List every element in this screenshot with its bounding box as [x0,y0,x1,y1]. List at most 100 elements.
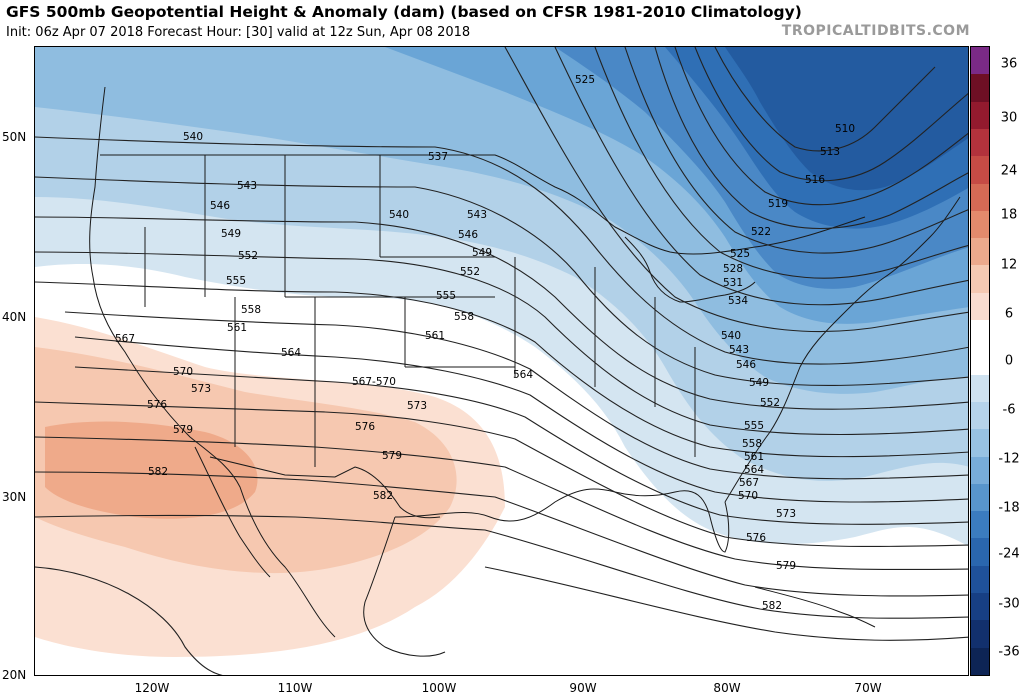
lon-label-120w: 120W [134,681,170,695]
contour-label: 576 [147,399,167,411]
colorbar-swatch [971,47,989,75]
lon-label-90w: 90W [569,681,597,695]
contour-label: 540 [183,131,203,143]
atlantic-coastline [724,196,961,503]
colorbar-swatch [971,401,989,430]
contour-label: 513 [820,146,840,158]
contour-label: 567-570 [352,376,396,388]
colorbar-swatch [971,238,989,266]
colorbar-swatch [971,156,989,184]
contour-label: 582 [148,466,168,478]
colorbar-swatch [971,593,989,621]
contour-label: 519 [768,198,788,210]
map-svg: 525 510 513 516 519 522 525 528 531 534 … [35,47,968,675]
colorbar-swatch [971,456,989,485]
lon-label-100w: 100W [421,681,457,695]
colorbar-tick: 12 [1000,257,1018,273]
contour-label: 573 [191,383,211,395]
contour-label: 552 [760,397,780,409]
colorbar-swatch [971,292,989,321]
contour-label: 582 [762,600,782,612]
contour-label: 516 [805,174,825,186]
contour-label: 570 [173,366,193,378]
map-panel: 525 510 513 516 519 522 525 528 531 534 … [34,46,969,676]
lon-label-80w: 80W [713,681,741,695]
contour-label: 558 [241,304,261,316]
contour-label: 543 [237,180,257,192]
lat-label-50n: 50N [2,130,27,144]
contour-label: 579 [173,424,193,436]
colorbar-swatch [971,483,989,512]
contour-label: 549 [472,247,492,259]
contour-label: 531 [723,277,743,289]
colorbar-tick: 36 [1000,56,1018,72]
contour-label: 576 [355,421,375,433]
cuba [754,586,876,628]
lon-label-110w: 110W [277,681,313,695]
lat-label-20n: 20N [2,668,27,682]
colorbar-swatch [971,74,989,103]
contour-label: 540 [721,330,741,342]
site-credit: TROPICALTIDBITS.COM [781,23,970,39]
colorbar-tick: -12 [998,451,1020,467]
contour-label: 546 [736,359,756,371]
colorbar-swatch [971,347,989,376]
colorbar-swatch [971,565,989,594]
colorbar-swatch [971,320,989,348]
colorbar-swatch [971,647,989,676]
colorbar-swatch [971,265,989,294]
state-lines [144,155,696,467]
colorbar-tick: -36 [998,644,1020,660]
contour-label: 549 [749,377,769,389]
contour-label: 579 [382,450,402,462]
contour-label: 540 [389,209,409,221]
contour-label: 534 [728,295,748,307]
colorbar-tick: 0 [1004,353,1014,369]
contour-label: 543 [729,344,749,356]
colorbar-swatch [971,128,989,157]
colorbar-swatch [971,210,989,239]
contour-labels: 525 510 513 516 519 522 525 528 531 534 … [115,74,855,612]
contour-label: 558 [454,311,474,323]
contour-label: 522 [751,226,771,238]
canada-us-border [100,154,866,255]
contour-label: 561 [425,330,445,342]
anomaly-colorbar [970,46,990,676]
contour-label: 582 [373,490,393,502]
contour-label: 561 [744,451,764,463]
contour-label: 561 [227,322,247,334]
gulf-coastline [394,488,730,553]
map-subtitle: Init: 06z Apr 07 2018 Forecast Hour: [30… [6,25,471,40]
contour-label: 546 [210,200,230,212]
colorbar-swatch [971,374,989,403]
anomaly-cold-7 [725,47,968,191]
pacific-coastline [89,86,336,638]
map-title: GFS 500mb Geopotential Height & Anomaly … [6,3,802,21]
colorbar-tick: 30 [1000,110,1018,126]
us-mexico-border [209,456,441,519]
contour-label: 573 [407,400,427,412]
colorbar-tick: -18 [998,500,1020,516]
contour-label: 525 [575,74,595,86]
contour-label: 537 [428,151,448,163]
colorbar-tick: -6 [1002,402,1016,418]
height-contours [35,47,968,675]
colorbar-swatch [971,183,989,212]
colorbar-tick: 6 [1004,306,1014,322]
contour-label: 552 [238,250,258,262]
contour-label: 558 [742,438,762,450]
colorbar-tick: -24 [998,546,1020,562]
baja-peninsula [194,446,271,578]
contour-label: 525 [730,248,750,260]
contour-label: 552 [460,266,480,278]
colorbar-swatch [971,429,989,458]
contour-label: 576 [746,532,766,544]
lon-label-70w: 70W [854,681,882,695]
mexico-gulf-coast [363,516,446,657]
contour-label: 567 [739,477,759,489]
contour-label: 528 [723,263,743,275]
contour-label: 564 [281,347,301,359]
contour-label: 546 [458,229,478,241]
colorbar-swatch [971,511,989,539]
contour-label: 570 [738,490,758,502]
